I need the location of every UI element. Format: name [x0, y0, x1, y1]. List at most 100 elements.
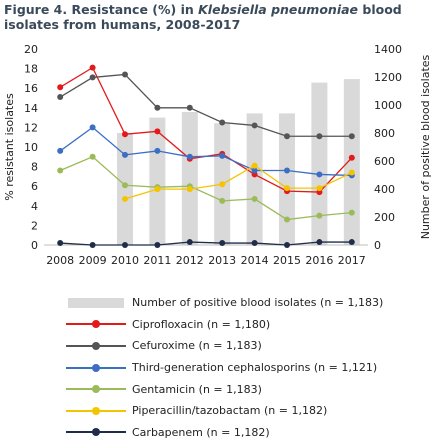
series-3-point — [316, 212, 323, 219]
series-3-point — [57, 167, 64, 174]
bar-2016 — [311, 82, 328, 245]
chart-title: Figure 4. Resistance (%) in Klebsiella p… — [4, 2, 436, 32]
series-line-2 — [59, 126, 352, 177]
series-5-point — [316, 239, 323, 246]
legend-label: Carbapenem (n = 1,182) — [132, 425, 270, 439]
y-tick-label: 4 — [31, 200, 38, 213]
x-tick-label: 2012 — [176, 254, 204, 267]
series-3-point — [122, 182, 128, 189]
legend-item-series-2: Third-generation cephalosporins (n = 1,1… — [66, 357, 436, 379]
series-1-point — [89, 74, 96, 81]
x-tick-label: 2015 — [273, 254, 301, 267]
series-1-point — [219, 119, 226, 126]
series-5-point — [57, 240, 64, 247]
x-tick-label: 2013 — [208, 254, 236, 267]
y-tick-label: 16 — [24, 82, 38, 95]
y-tick-label: 2 — [31, 219, 38, 232]
bar-2017 — [343, 79, 360, 245]
series-2-point — [251, 167, 258, 174]
series-2-point — [186, 153, 193, 160]
series-4-point — [122, 195, 128, 202]
series-1-point — [251, 122, 258, 129]
series-2-point — [122, 151, 128, 158]
legend-item-series-3: Gentamicin (n = 1,183) — [66, 378, 436, 400]
series-2-point — [219, 152, 226, 159]
legend-item-series-4: Piperacillin/tazobactam (n = 1,182) — [66, 400, 436, 422]
series-2-point — [57, 147, 64, 154]
series-1-point — [57, 94, 64, 101]
series-5-point — [284, 242, 290, 248]
y2-tick-label: 400 — [374, 183, 395, 196]
legend-key — [66, 382, 126, 396]
series-5-point — [251, 240, 258, 247]
bar-2011 — [149, 117, 166, 245]
series-5-point — [122, 242, 128, 248]
y2-tick-label: 1200 — [374, 71, 402, 84]
y-tick-label: 18 — [24, 63, 38, 76]
y-tick-label: 0 — [31, 239, 38, 252]
series-3-point — [284, 216, 290, 223]
legend-label: Third-generation cephalosporins (n = 1,1… — [132, 361, 378, 375]
series-2-point — [154, 147, 161, 154]
series-line-4 — [124, 164, 353, 200]
bars-layer — [117, 79, 360, 246]
series-4-point — [219, 181, 226, 188]
x-tick-label: 2017 — [338, 254, 366, 267]
y2-tick-label: 0 — [374, 239, 381, 252]
y-tick-label: 6 — [31, 180, 38, 193]
chart-legend: Number of positive blood isolates (n = 1… — [66, 292, 436, 443]
series-line-5 — [60, 241, 352, 246]
series-0-point — [154, 128, 161, 135]
y-tick-label: 10 — [24, 141, 38, 154]
x-tick-label: 2010 — [111, 254, 139, 267]
series-5-point — [89, 242, 96, 248]
series-0-point — [57, 84, 64, 91]
series-1-point — [154, 104, 161, 111]
series-4-point — [251, 162, 258, 169]
y-tick-label: 12 — [24, 121, 38, 134]
series-5-point — [154, 242, 161, 248]
legend-item-series-5: Carbapenem (n = 1,182) — [66, 422, 436, 443]
series-4-point — [154, 186, 161, 193]
series-3-point — [348, 209, 355, 216]
y-tick-label: 8 — [31, 161, 38, 174]
series-1-point — [186, 104, 193, 111]
title-suffix: blood isolates from humans, 2008-2017 — [4, 2, 402, 32]
legend-label: Piperacillin/tazobactam (n = 1,182) — [132, 404, 328, 418]
series-3-point — [89, 153, 96, 160]
legend-key — [66, 296, 126, 310]
y2-tick-label: 800 — [374, 127, 395, 140]
legend-item-series-0: Ciprofloxacin (n = 1,180) — [66, 314, 436, 336]
series-1-point — [316, 133, 323, 140]
series-5-point — [348, 239, 355, 246]
legend-item-series-1: Cefuroxime (n = 1,183) — [66, 335, 436, 357]
bar-2014 — [246, 113, 263, 246]
series-line-3 — [59, 156, 352, 221]
series-2-point — [316, 171, 323, 178]
y-axis-label: % resistant isolates — [3, 93, 16, 201]
title-organism: Klebsiella pneumoniae — [198, 2, 359, 17]
y2-tick-label: 200 — [374, 211, 395, 224]
x-tick-label: 2016 — [305, 254, 333, 267]
resistance-chart: 0246810121416182002004006008001000120014… — [3, 43, 432, 267]
legend-label: Cefuroxime (n = 1,183) — [132, 339, 262, 353]
bar-2015 — [279, 113, 295, 246]
legend-item-bars: Number of positive blood isolates (n = 1… — [66, 292, 436, 314]
series-5-point — [219, 240, 226, 247]
legend-key — [66, 404, 126, 418]
legend-key — [66, 425, 126, 439]
y2-tick-label: 600 — [374, 155, 395, 168]
series-0-point — [348, 154, 355, 161]
y-tick-label: 14 — [24, 102, 38, 115]
y2-tick-label: 1400 — [374, 43, 402, 56]
series-4-point — [316, 185, 323, 192]
series-3-point — [219, 197, 226, 204]
x-tick-label: 2011 — [143, 254, 171, 267]
y2-tick-label: 1000 — [374, 99, 402, 112]
bar-2010 — [117, 133, 133, 245]
title-prefix: Figure 4. Resistance (%) in — [4, 2, 199, 17]
legend-key — [66, 339, 126, 353]
series-2-point — [89, 124, 96, 131]
legend-label: Number of positive blood isolates (n = 1… — [132, 296, 384, 310]
series-4-point — [284, 185, 290, 192]
